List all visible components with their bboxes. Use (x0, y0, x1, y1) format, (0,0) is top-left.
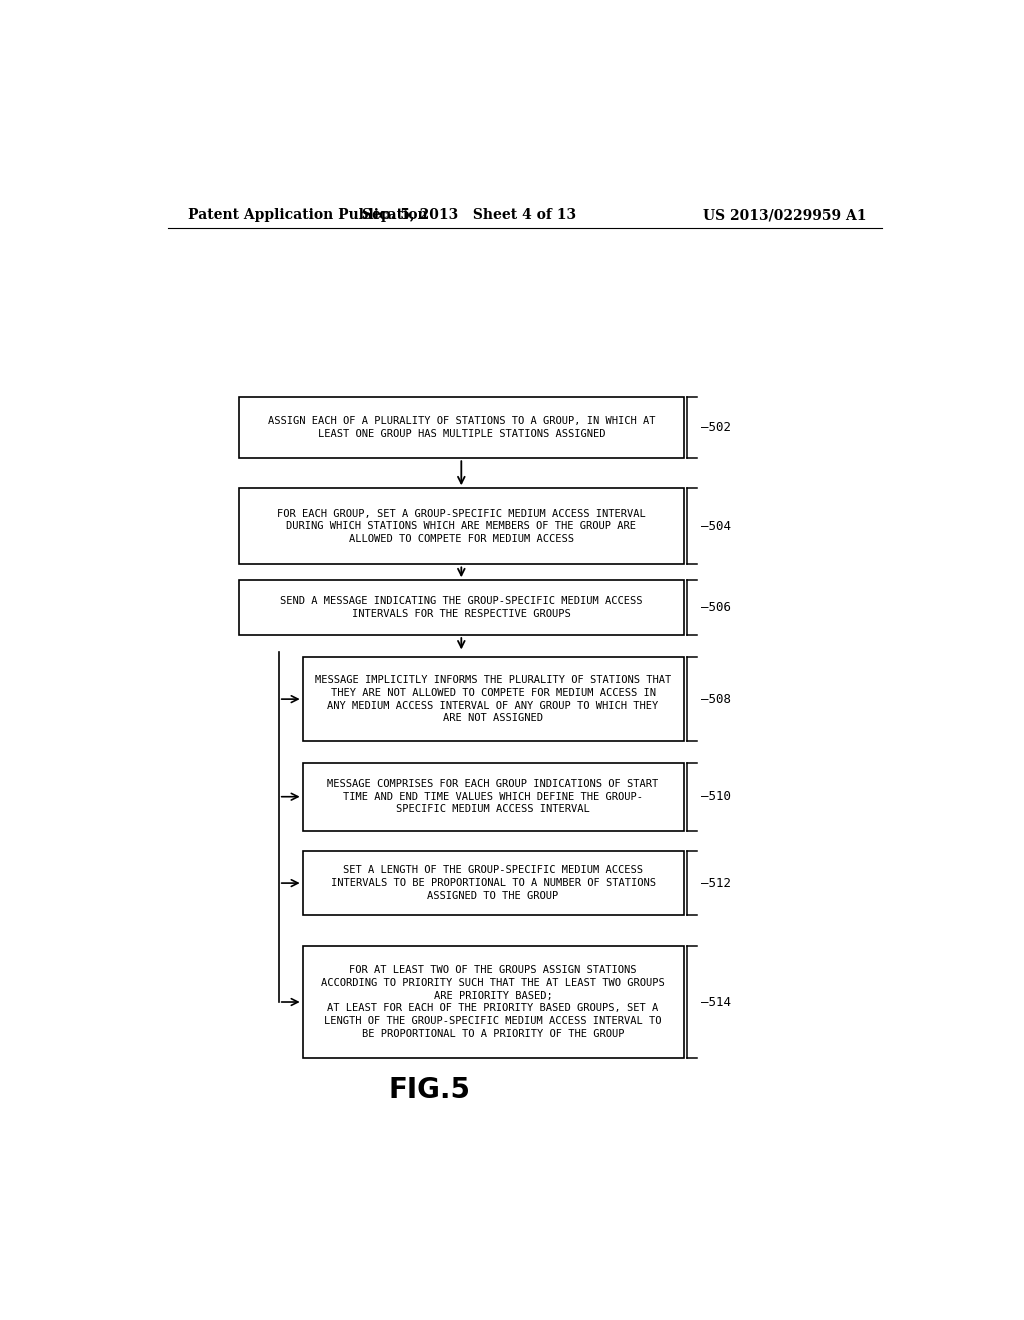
Text: –502: –502 (701, 421, 731, 434)
Text: SET A LENGTH OF THE GROUP-SPECIFIC MEDIUM ACCESS
INTERVALS TO BE PROPORTIONAL TO: SET A LENGTH OF THE GROUP-SPECIFIC MEDIU… (331, 866, 655, 900)
Bar (303, 763, 684, 830)
Bar (239, 581, 684, 635)
Text: MESSAGE IMPLICITLY INFORMS THE PLURALITY OF STATIONS THAT
THEY ARE NOT ALLOWED T: MESSAGE IMPLICITLY INFORMS THE PLURALITY… (315, 675, 671, 723)
Bar (303, 657, 684, 741)
Bar (239, 488, 684, 565)
Text: –512: –512 (701, 876, 731, 890)
Text: Patent Application Publication: Patent Application Publication (187, 209, 427, 222)
Text: –506: –506 (701, 601, 731, 614)
Text: FOR EACH GROUP, SET A GROUP-SPECIFIC MEDIUM ACCESS INTERVAL
DURING WHICH STATION: FOR EACH GROUP, SET A GROUP-SPECIFIC MED… (276, 508, 646, 544)
Text: Sep. 5, 2013   Sheet 4 of 13: Sep. 5, 2013 Sheet 4 of 13 (362, 209, 577, 222)
Text: –504: –504 (701, 520, 731, 533)
Text: –510: –510 (701, 791, 731, 803)
Bar (303, 946, 684, 1057)
Text: –514: –514 (701, 995, 731, 1008)
Text: ASSIGN EACH OF A PLURALITY OF STATIONS TO A GROUP, IN WHICH AT
LEAST ONE GROUP H: ASSIGN EACH OF A PLURALITY OF STATIONS T… (267, 416, 655, 440)
Bar (239, 397, 684, 458)
Text: SEND A MESSAGE INDICATING THE GROUP-SPECIFIC MEDIUM ACCESS
INTERVALS FOR THE RES: SEND A MESSAGE INDICATING THE GROUP-SPEC… (280, 597, 643, 619)
Text: FIG.5: FIG.5 (388, 1076, 471, 1105)
Text: US 2013/0229959 A1: US 2013/0229959 A1 (702, 209, 866, 222)
Bar (303, 851, 684, 915)
Text: MESSAGE COMPRISES FOR EACH GROUP INDICATIONS OF START
TIME AND END TIME VALUES W: MESSAGE COMPRISES FOR EACH GROUP INDICAT… (328, 779, 658, 814)
Text: –508: –508 (701, 693, 731, 706)
Text: FOR AT LEAST TWO OF THE GROUPS ASSIGN STATIONS
ACCORDING TO PRIORITY SUCH THAT T: FOR AT LEAST TWO OF THE GROUPS ASSIGN ST… (322, 965, 665, 1039)
